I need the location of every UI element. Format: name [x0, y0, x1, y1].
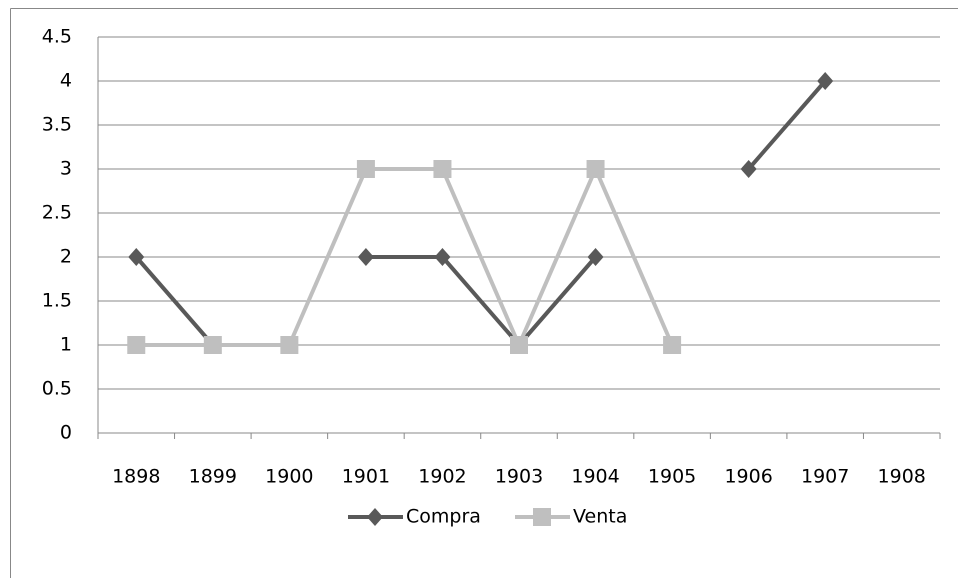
x-tick-label: 1906 [724, 466, 772, 488]
x-tick-label: 1905 [648, 466, 696, 488]
marker [817, 72, 834, 90]
marker [357, 248, 374, 266]
x-tick-label: 1898 [112, 466, 160, 488]
marker [127, 336, 146, 354]
y-tick-label: 2.5 [42, 202, 72, 224]
marker [510, 336, 528, 354]
marker [433, 160, 452, 178]
marker [356, 160, 375, 178]
x-tick-label: 1903 [495, 466, 543, 488]
y-tick-label: 4 [60, 70, 72, 92]
marker [740, 160, 757, 178]
marker [586, 160, 605, 178]
y-tick-label: 2 [60, 246, 72, 268]
marker [663, 336, 682, 354]
marker [434, 248, 451, 266]
legend-label: Venta [573, 506, 627, 528]
y-tick-label: 3 [60, 158, 72, 180]
legend-label: Compra [406, 506, 481, 528]
y-tick-label: 3.5 [42, 114, 72, 136]
x-tick-label: 1899 [189, 466, 237, 488]
y-tick-label: 1 [60, 334, 72, 356]
legend-marker [367, 508, 383, 526]
marker [280, 336, 299, 354]
x-tick-label: 1902 [418, 466, 466, 488]
y-tick-label: 1.5 [42, 290, 72, 312]
x-tick-label: 1907 [801, 466, 849, 488]
marker [128, 248, 145, 266]
x-tick-label: 1901 [342, 466, 390, 488]
series-line [136, 167, 674, 347]
y-tick-label: 0 [60, 422, 72, 444]
marker [587, 248, 604, 266]
y-tick-label: 0.5 [42, 378, 72, 400]
y-tick-label: 4.5 [42, 26, 72, 48]
x-tick-label: 1904 [571, 466, 619, 488]
x-tick-label: 1908 [878, 466, 926, 488]
marker [203, 336, 222, 354]
series-line [134, 79, 827, 347]
legend-marker [533, 508, 551, 526]
x-tick-label: 1900 [265, 466, 313, 488]
